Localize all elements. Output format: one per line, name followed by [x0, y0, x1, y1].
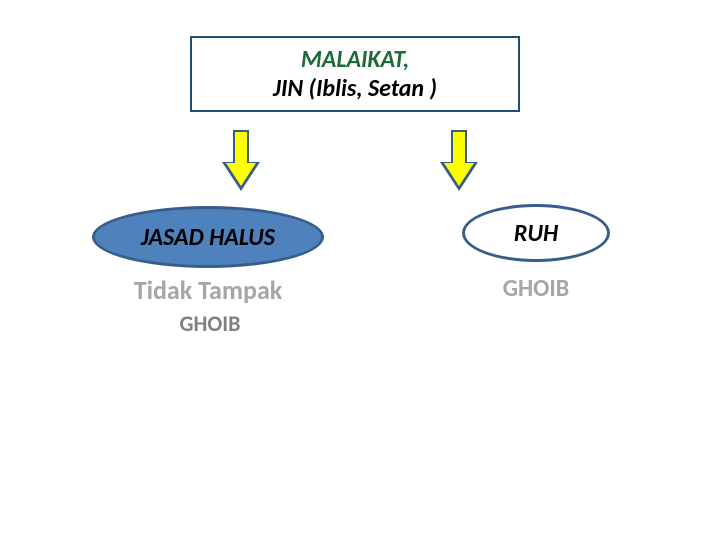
arrow-shaft-inner: [235, 132, 247, 165]
title-box: MALAIKAT, JIN (Iblis, Setan ): [190, 36, 520, 112]
label-ghoib-right: GHOIB: [466, 274, 606, 303]
ellipse-ruh: RUH: [462, 204, 610, 262]
arrow-shaft-inner: [453, 132, 465, 165]
title-line1: MALAIKAT,: [192, 45, 518, 74]
ellipse-ruh-text: RUH: [514, 219, 558, 248]
label-ghoib-left: GHOIB: [140, 310, 280, 337]
title-line2: JIN (Iblis, Setan ): [192, 74, 518, 103]
label-tidak-tampak: Tidak Tampak: [100, 274, 316, 306]
arrow-head-inner: [226, 163, 256, 186]
arrow-left: [222, 130, 260, 194]
arrow-right: [440, 130, 478, 194]
arrow-head-inner: [444, 163, 474, 186]
ellipse-jasad-halus: JASAD HALUS: [92, 206, 324, 268]
ellipse-jasad-halus-text: JASAD HALUS: [141, 223, 275, 252]
